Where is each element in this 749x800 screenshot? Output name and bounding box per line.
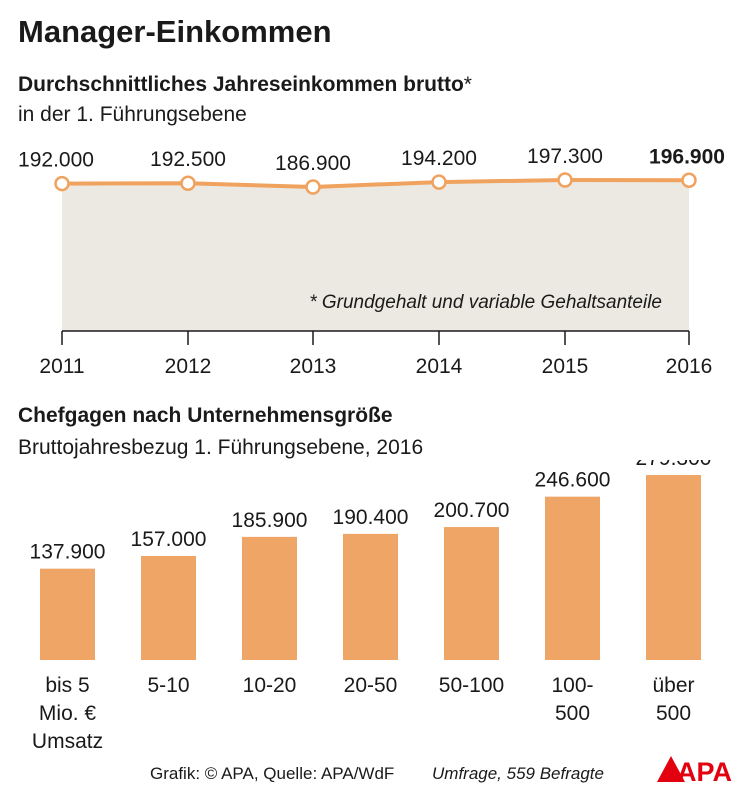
- bar-value-label: 190.400: [333, 506, 409, 529]
- survey-note: Umfrage, 559 Befragte: [432, 764, 604, 783]
- data-label: 186.900: [275, 152, 351, 175]
- source-note: Grafik: © APA, Quelle: APA/WdF: [150, 764, 395, 783]
- category-label: 50-100: [439, 674, 504, 697]
- data-label: 197.300: [527, 145, 603, 168]
- category-label: über: [652, 674, 694, 697]
- category-label: 5-10: [147, 674, 189, 697]
- bar: [141, 556, 196, 660]
- line-chart-title: Durchschnittliches Jahreseinkommen brutt…: [18, 73, 472, 96]
- category-label: 100-: [551, 674, 593, 697]
- x-tick-label: 2015: [542, 355, 589, 378]
- bar-value-label: 137.900: [30, 541, 106, 564]
- bar: [545, 496, 600, 660]
- data-point: [431, 174, 447, 190]
- data-label: 192.000: [18, 149, 94, 172]
- bar-value-label: 185.900: [232, 509, 308, 532]
- bar-value-label: 279.300: [636, 460, 712, 470]
- line-area-fill: [62, 180, 689, 331]
- line-chart: * Grundgehalt und variable Gehaltsanteil…: [18, 145, 725, 378]
- category-label: 10-20: [243, 674, 297, 697]
- x-tick-label: 2011: [39, 355, 84, 378]
- x-tick-label: 2013: [290, 355, 337, 378]
- category-label: Mio. €: [39, 702, 97, 725]
- data-point: [305, 179, 321, 195]
- x-tick-label: 2016: [666, 355, 713, 378]
- bar: [343, 533, 398, 660]
- bar: [40, 568, 95, 660]
- bar: [444, 527, 499, 660]
- page-title: Manager-Einkommen: [18, 14, 332, 49]
- line-chart-subtitle: in der 1. Führungsebene: [18, 103, 247, 126]
- apa-logo: APA: [657, 756, 732, 787]
- category-label: 500: [555, 702, 590, 725]
- category-label: 20-50: [344, 674, 398, 697]
- bar: [242, 536, 297, 660]
- x-tick-label: 2014: [416, 355, 463, 378]
- bar-chart-subtitle: Bruttojahresbezug 1. Führungsebene, 2016: [18, 436, 424, 459]
- data-label: 196.900: [649, 145, 725, 168]
- data-label: 192.500: [150, 148, 226, 171]
- category-label: Umsatz: [32, 730, 103, 753]
- bar-chart: 137.900 bis 5 Mio. € Umsatz 157.000 5-10 185.9…: [30, 460, 712, 753]
- data-point: [180, 175, 196, 191]
- data-point: [681, 172, 697, 189]
- footnote: * Grundgehalt und variable Gehaltsanteil…: [309, 292, 662, 313]
- category-label: bis 5: [45, 674, 89, 697]
- apa-logo-text: APA: [677, 757, 732, 787]
- data-point: [557, 172, 573, 188]
- category-label: 500: [656, 702, 691, 725]
- bar-value-label: 157.000: [131, 528, 207, 551]
- bar-value-label: 246.600: [535, 469, 611, 492]
- x-tick-label: 2012: [165, 355, 212, 378]
- bar-chart-title: Chefgagen nach Unternehmensgröße: [18, 404, 393, 427]
- data-label: 194.200: [401, 147, 477, 170]
- series-line: [61, 177, 690, 190]
- bar-value-label: 200.700: [434, 499, 510, 522]
- bar: [646, 475, 701, 660]
- data-point: [54, 175, 70, 192]
